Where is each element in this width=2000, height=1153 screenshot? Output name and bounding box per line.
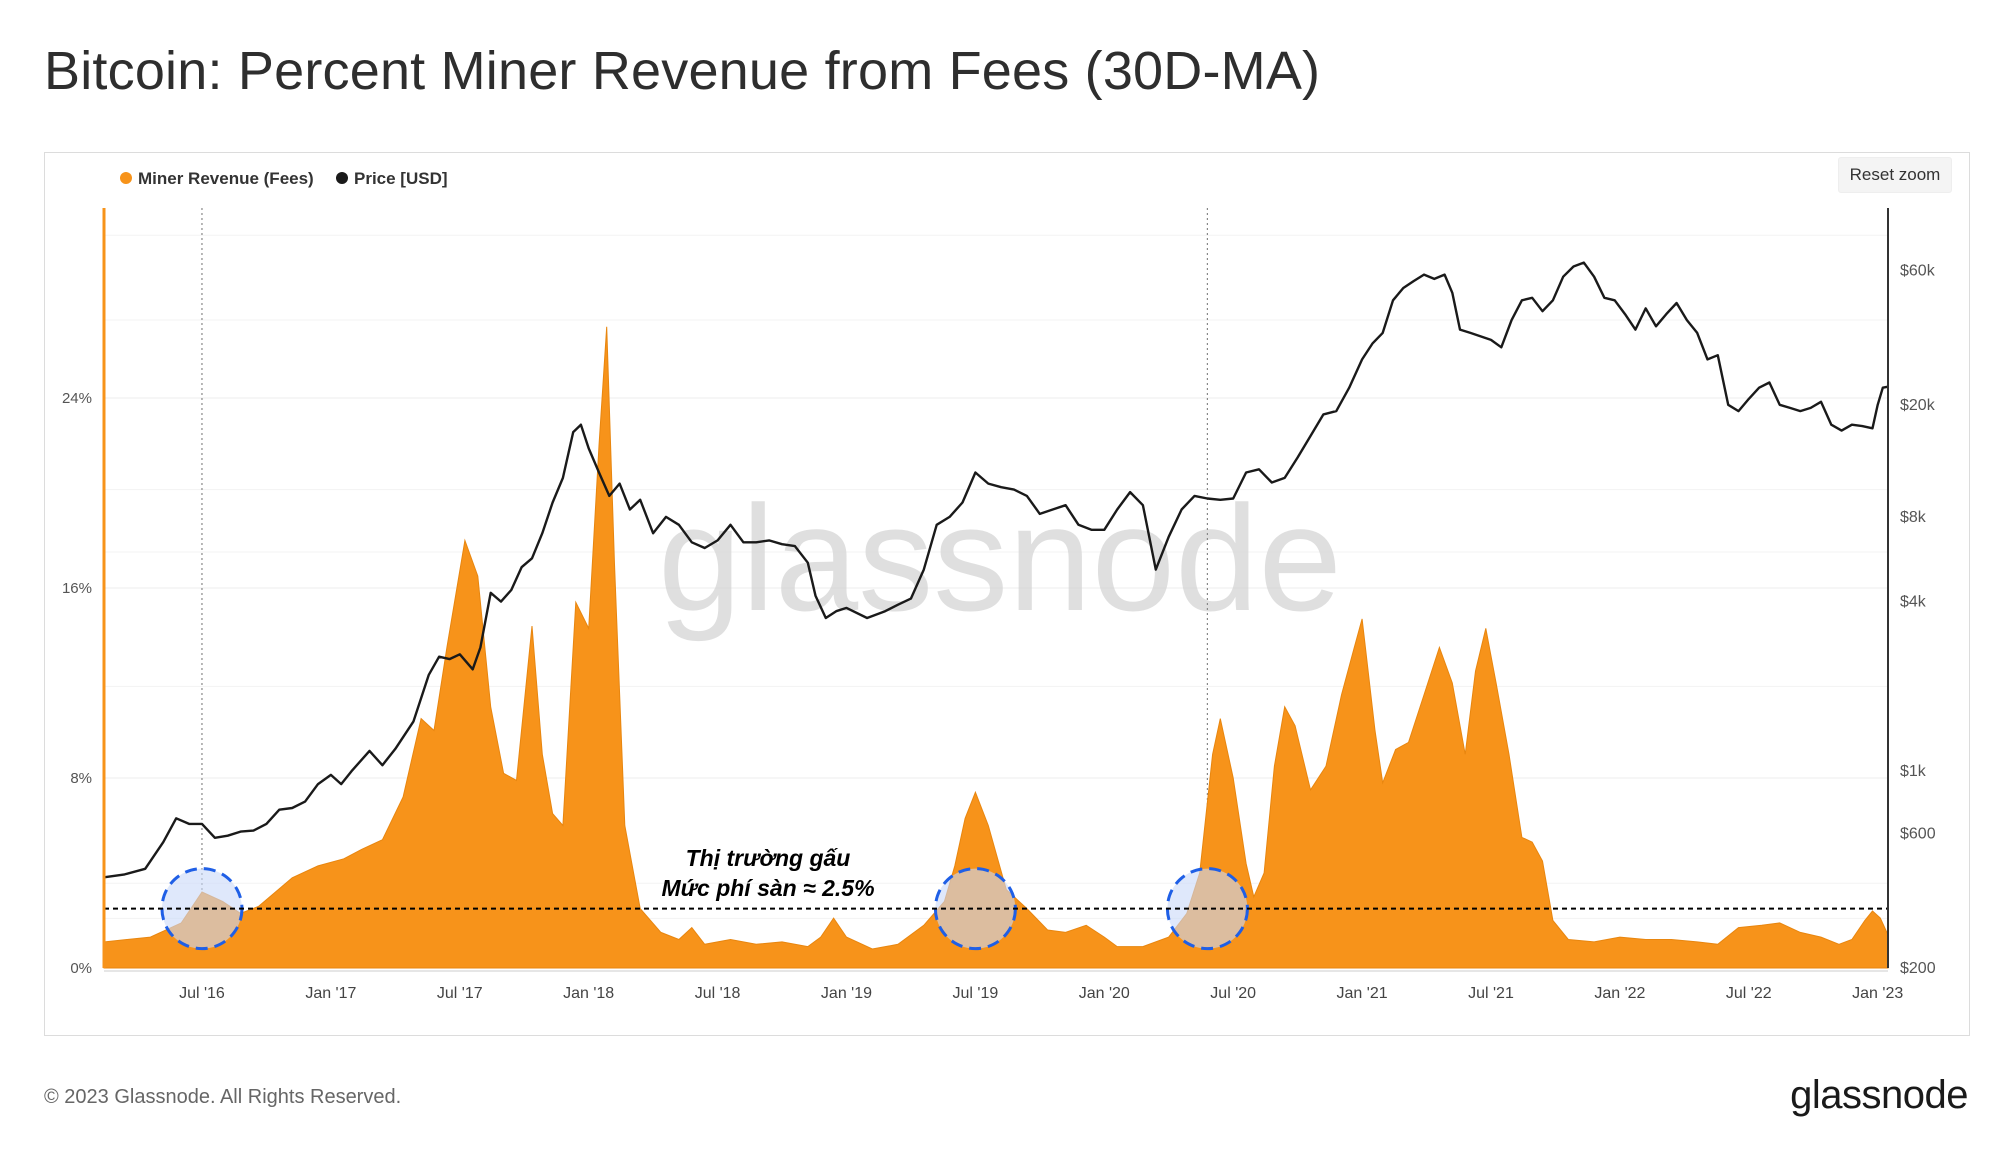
y-right-tick-4: $8k <box>1900 509 1927 526</box>
legend-price-label[interactable]: Price [USD] <box>354 169 448 188</box>
legend-fees-swatch <box>120 172 132 184</box>
x-tick-5: Jan '19 <box>821 985 872 1002</box>
x-tick-4: Jul '18 <box>695 985 741 1002</box>
x-tick-12: Jul '22 <box>1726 985 1772 1002</box>
annotation-line-2: Mức phí sàn ≈ 2.5% <box>661 875 874 901</box>
copyright: © 2023 Glassnode. All Rights Reserved. <box>44 1086 402 1108</box>
annotation-line-1: Thị trường gấu <box>686 845 851 871</box>
y-right-tick-3: $4k <box>1900 594 1927 611</box>
y-left-tick-0: 0% <box>70 960 92 977</box>
legend-price-swatch <box>336 172 348 184</box>
watermark: glassnode <box>658 474 1342 642</box>
y-right-tick-6: $60k <box>1900 262 1936 279</box>
x-tick-7: Jan '20 <box>1079 985 1130 1002</box>
y-right-tick-5: $20k <box>1900 397 1936 414</box>
y-right-tick-0: $200 <box>1900 960 1936 977</box>
x-tick-0: Jul '16 <box>179 985 225 1002</box>
x-tick-3: Jan '18 <box>563 985 614 1002</box>
highlight-circle-2 <box>933 867 1017 951</box>
y-left-tick-1: 8% <box>70 770 92 787</box>
x-tick-10: Jul '21 <box>1468 985 1514 1002</box>
highlight-circle-1 <box>160 867 244 951</box>
x-tick-11: Jan '22 <box>1594 985 1645 1002</box>
legend-fees-label[interactable]: Miner Revenue (Fees) <box>138 169 314 188</box>
page-title: Bitcoin: Percent Miner Revenue from Fees… <box>44 41 1321 101</box>
price-line <box>103 261 1889 879</box>
x-tick-9: Jan '21 <box>1337 985 1388 1002</box>
x-tick-8: Jul '20 <box>1210 985 1256 1002</box>
y-right-tick-1: $600 <box>1900 826 1936 843</box>
fees-area <box>103 326 1889 969</box>
x-tick-2: Jul '17 <box>437 985 483 1002</box>
reset-zoom-button[interactable]: Reset zoom <box>1838 157 1952 193</box>
y-left-tick-2: 16% <box>62 580 92 597</box>
glassnode-logo: glassnode <box>1790 1073 1968 1117</box>
x-tick-6: Jul '19 <box>953 985 999 1002</box>
x-tick-13: Jan '23 <box>1852 985 1903 1002</box>
y-right-tick-2: $1k <box>1900 763 1927 780</box>
legend[interactable]: Miner Revenue (Fees) Price [USD] <box>120 169 448 188</box>
y-left-tick-3: 24% <box>62 390 92 407</box>
x-tick-1: Jan '17 <box>305 985 356 1002</box>
